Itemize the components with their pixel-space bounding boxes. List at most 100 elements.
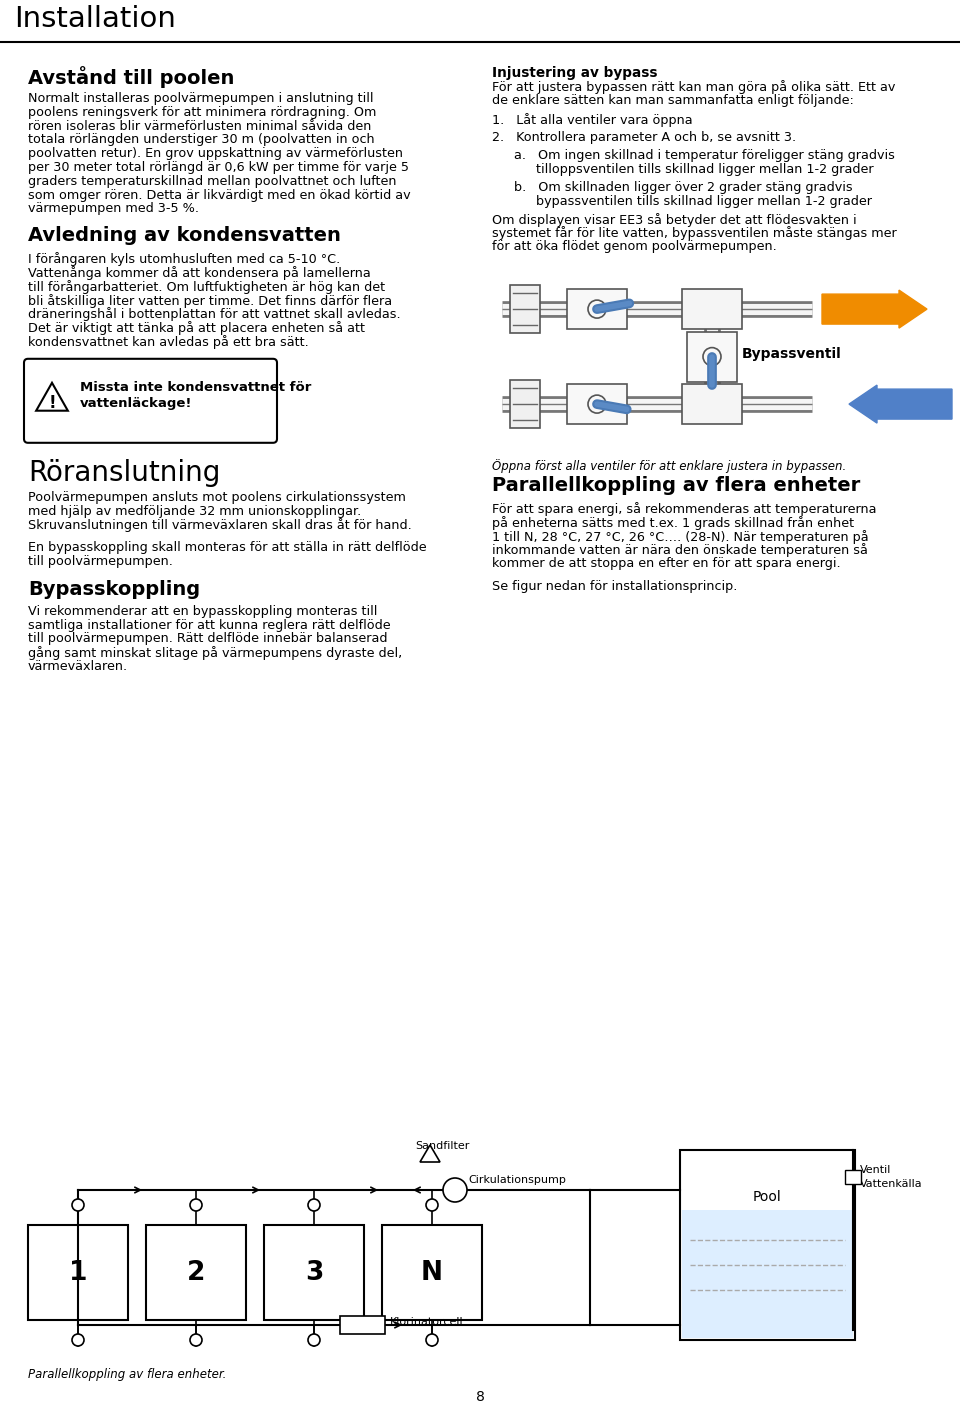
Text: de enklare sätten kan man sammanfatta enligt följande:: de enklare sätten kan man sammanfatta en… — [492, 94, 853, 107]
Bar — [682, 1210, 853, 1338]
Text: För att spara energi, så rekommenderas att temperaturerna: För att spara energi, så rekommenderas a… — [492, 502, 876, 516]
Text: Parallellkoppling av flera enheter.: Parallellkoppling av flera enheter. — [28, 1368, 227, 1381]
Circle shape — [443, 1177, 467, 1202]
Bar — [682, 289, 742, 328]
Text: Öppna först alla ventiler för att enklare justera in bypassen.: Öppna först alla ventiler för att enklar… — [492, 459, 847, 474]
Text: Injustering av bypass: Injustering av bypass — [492, 65, 658, 80]
Text: samtliga installationer för att kunna reglera rätt delflöde: samtliga installationer för att kunna re… — [28, 619, 391, 631]
Circle shape — [594, 306, 600, 311]
Text: poolvatten retur). En grov uppskattning av värmeförlusten: poolvatten retur). En grov uppskattning … — [28, 148, 403, 161]
Circle shape — [72, 1199, 84, 1212]
Text: Cirkulationspump: Cirkulationspump — [468, 1175, 565, 1185]
Text: N: N — [421, 1260, 443, 1285]
FancyBboxPatch shape — [24, 358, 277, 442]
Text: Bypasskoppling: Bypasskoppling — [28, 580, 200, 599]
Circle shape — [709, 354, 715, 360]
Bar — [567, 384, 627, 424]
Text: För att justera bypassen rätt kan man göra på olika sätt. Ett av: För att justera bypassen rätt kan man gö… — [492, 81, 896, 94]
Circle shape — [426, 1334, 438, 1347]
Text: 1.   Låt alla ventiler vara öppna: 1. Låt alla ventiler vara öppna — [492, 114, 692, 127]
Text: dräneringshål i bottenplattan för att vattnet skall avledas.: dräneringshål i bottenplattan för att va… — [28, 307, 400, 321]
Circle shape — [308, 1334, 320, 1347]
Text: inkommande vatten är nära den önskade temperaturen så: inkommande vatten är nära den önskade te… — [492, 543, 868, 557]
Circle shape — [72, 1334, 84, 1347]
Text: kommer de att stoppa en efter en för att spara energi.: kommer de att stoppa en efter en för att… — [492, 557, 841, 570]
Text: Installation: Installation — [14, 6, 176, 33]
Text: totala rörlängden understiger 30 m (poolvatten in och: totala rörlängden understiger 30 m (pool… — [28, 134, 374, 146]
Bar — [146, 1224, 246, 1320]
Text: på enheterna sätts med t.ex. 1 grads skillnad från enhet: på enheterna sätts med t.ex. 1 grads ski… — [492, 516, 854, 530]
Text: a.   Om ingen skillnad i temperatur föreligger stäng gradvis: a. Om ingen skillnad i temperatur föreli… — [514, 149, 895, 162]
Text: b.   Om skillnaden ligger över 2 grader stäng gradvis: b. Om skillnaden ligger över 2 grader st… — [514, 181, 852, 193]
Text: som omger rören. Detta är likvärdigt med en ökad körtid av: som omger rören. Detta är likvärdigt med… — [28, 189, 411, 202]
Text: Det är viktigt att tänka på att placera enheten så att: Det är viktigt att tänka på att placera … — [28, 321, 365, 336]
Text: gång samt minskat slitage på värmepumpens dyraste del,: gång samt minskat slitage på värmepumpen… — [28, 646, 402, 660]
Bar — [28, 1224, 128, 1320]
Text: kondensvattnet kan avledas på ett bra sätt.: kondensvattnet kan avledas på ett bra sä… — [28, 336, 309, 348]
FancyArrow shape — [849, 385, 952, 424]
Text: Skruvanslutningen till värmeväxlaren skall dras åt för hand.: Skruvanslutningen till värmeväxlaren ska… — [28, 519, 412, 532]
Text: En bypasskoppling skall monteras för att ställa in rätt delflöde: En bypasskoppling skall monteras för att… — [28, 542, 426, 555]
Text: Ventil: Ventil — [860, 1165, 892, 1175]
Text: Avledning av kondensvatten: Avledning av kondensvatten — [28, 226, 341, 245]
Text: Klorinatorcell: Klorinatorcell — [390, 1317, 464, 1327]
Text: 8: 8 — [475, 1389, 485, 1404]
Circle shape — [426, 1199, 438, 1212]
Text: Bypassventil: Bypassventil — [742, 347, 842, 361]
Bar — [687, 331, 737, 381]
Bar — [682, 384, 742, 424]
Text: 3: 3 — [305, 1260, 324, 1285]
Bar — [510, 284, 540, 333]
Circle shape — [588, 395, 606, 414]
Text: Om displayen visar EE3 så betyder det att flödesvakten i: Om displayen visar EE3 så betyder det at… — [492, 213, 856, 226]
Polygon shape — [420, 1145, 440, 1162]
Circle shape — [190, 1199, 202, 1212]
Text: med hjälp av medföljande 32 mm unionskopplingar.: med hjälp av medföljande 32 mm unionskop… — [28, 505, 361, 518]
Text: !: ! — [48, 394, 56, 412]
Text: Parallellkoppling av flera enheter: Parallellkoppling av flera enheter — [492, 476, 860, 495]
Text: värmepumpen med 3-5 %.: värmepumpen med 3-5 %. — [28, 202, 199, 215]
Text: 2.   Kontrollera parameter A och b, se avsnitt 3.: 2. Kontrollera parameter A och b, se avs… — [492, 131, 796, 144]
Text: I förångaren kyls utomhusluften med ca 5-10 °C.: I förångaren kyls utomhusluften med ca 5… — [28, 252, 340, 266]
Text: Vattenånga kommer då att kondensera på lamellerna: Vattenånga kommer då att kondensera på l… — [28, 266, 371, 280]
Text: Se figur nedan för installationsprincip.: Se figur nedan för installationsprincip. — [492, 580, 737, 593]
Text: bypassventilen tills skillnad ligger mellan 1-2 grader: bypassventilen tills skillnad ligger mel… — [536, 195, 872, 208]
FancyArrow shape — [822, 290, 927, 328]
Text: Normalt installeras poolvärmepumpen i anslutning till: Normalt installeras poolvärmepumpen i an… — [28, 92, 373, 105]
Text: Sandfilter: Sandfilter — [415, 1140, 469, 1150]
Circle shape — [190, 1334, 202, 1347]
Text: graders temperaturskillnad mellan poolvattnet och luften: graders temperaturskillnad mellan poolva… — [28, 175, 396, 188]
Circle shape — [703, 347, 721, 365]
Text: tilloppsventilen tills skillnad ligger mellan 1-2 grader: tilloppsventilen tills skillnad ligger m… — [536, 164, 874, 176]
Text: för att öka flödet genom poolvärmepumpen.: för att öka flödet genom poolvärmepumpen… — [492, 240, 777, 253]
Text: till poolvärmepumpen. Rätt delflöde innebär balanserad: till poolvärmepumpen. Rätt delflöde inne… — [28, 633, 388, 646]
Text: Poolvärmepumpen ansluts mot poolens cirkulationssystem: Poolvärmepumpen ansluts mot poolens cirk… — [28, 491, 406, 503]
Bar — [567, 289, 627, 328]
Bar — [382, 1224, 482, 1320]
Polygon shape — [36, 383, 68, 411]
Circle shape — [594, 401, 600, 407]
Text: Pool: Pool — [754, 1190, 781, 1204]
Circle shape — [588, 300, 606, 319]
Bar — [510, 380, 540, 428]
Text: värmeväxlaren.: värmeväxlaren. — [28, 660, 128, 673]
Text: systemet får för lite vatten, bypassventilen måste stängas mer: systemet får för lite vatten, bypassvent… — [492, 226, 897, 240]
Text: till förångarbatteriet. Om luftfuktigheten är hög kan det: till förångarbatteriet. Om luftfuktighet… — [28, 280, 385, 294]
Bar — [845, 1170, 861, 1185]
Text: bli åtskilliga liter vatten per timme. Det finns därför flera: bli åtskilliga liter vatten per timme. D… — [28, 293, 392, 307]
Text: Röranslutning: Röranslutning — [28, 459, 221, 486]
Text: per 30 meter total rörlängd är 0,6 kW per timme för varje 5: per 30 meter total rörlängd är 0,6 kW pe… — [28, 161, 409, 173]
Text: vattenläckage!: vattenläckage! — [80, 397, 193, 410]
Text: Avstånd till poolen: Avstånd till poolen — [28, 65, 234, 88]
Text: poolens reningsverk för att minimera rördragning. Om: poolens reningsverk för att minimera rör… — [28, 105, 376, 119]
Text: 1 till N, 28 °C, 27 °C, 26 °C…. (28-N). När temperaturen på: 1 till N, 28 °C, 27 °C, 26 °C…. (28-N). … — [492, 530, 869, 543]
Circle shape — [308, 1199, 320, 1212]
Text: till poolvärmepumpen.: till poolvärmepumpen. — [28, 555, 173, 567]
Bar — [680, 1150, 855, 1340]
Text: rören isoleras blir värmeförlusten minimal såvida den: rören isoleras blir värmeförlusten minim… — [28, 119, 372, 132]
Text: 2: 2 — [187, 1260, 205, 1285]
Text: Vattenkälla: Vattenkälla — [860, 1179, 923, 1189]
Bar — [264, 1224, 364, 1320]
Text: Missta inte kondensvattnet för: Missta inte kondensvattnet för — [80, 381, 311, 394]
Text: 1: 1 — [69, 1260, 87, 1285]
